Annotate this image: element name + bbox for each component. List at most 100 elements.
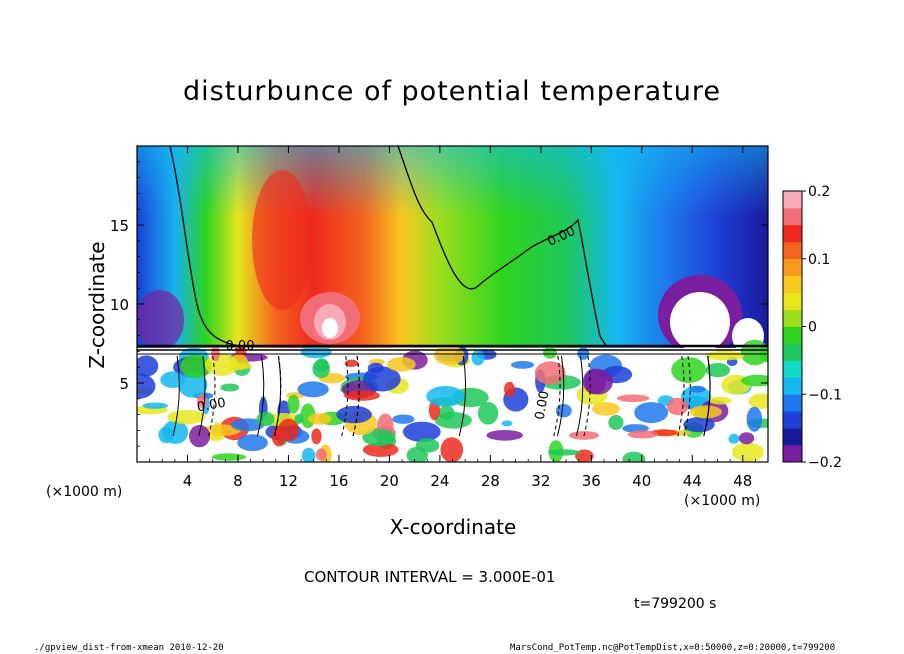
field-patch: [501, 420, 513, 427]
field-patch: [189, 424, 210, 448]
field-patch: [256, 411, 275, 427]
field-patch: [308, 413, 332, 425]
contour-line: [677, 355, 685, 437]
field-patch: [510, 361, 535, 369]
colorbar-tick-label: 0: [808, 320, 817, 336]
field-patch: [415, 438, 440, 453]
field-patch: [486, 430, 523, 441]
field-patch: [705, 363, 731, 378]
field-patch: [301, 447, 316, 462]
colorbar-swatch: [783, 428, 802, 446]
contour-line: [257, 355, 265, 437]
contour-label: 0.00: [196, 396, 227, 416]
x-tick-label: 48: [733, 472, 752, 490]
footer-left: ./gpview_dist-from-xmean 2010-12-20: [34, 643, 224, 653]
contour-label: 0.00: [533, 390, 553, 421]
field-patch: [311, 428, 322, 445]
x-tick-label: 12: [279, 472, 298, 490]
field-patch: [137, 373, 156, 399]
field-patch: [158, 426, 175, 444]
x-tick-label: 28: [481, 472, 500, 490]
contour-line: [172, 355, 180, 437]
field-patch: [741, 374, 768, 387]
field-patch: [434, 412, 472, 429]
field-patch: [748, 393, 768, 409]
field-patch: [344, 390, 380, 401]
colorbar-swatch: [783, 394, 802, 412]
x-axis-unit-left: (×1000 m): [46, 484, 123, 500]
field-patch: [666, 397, 689, 416]
field-patch: [680, 386, 712, 408]
x-tick-label: 8: [233, 472, 243, 490]
x-axis-unit-right: (×1000 m): [684, 493, 761, 509]
field-patch: [634, 402, 669, 424]
field-patch: [202, 424, 242, 437]
colorbar-swatch: [783, 377, 802, 395]
field-patch: [705, 350, 745, 361]
field-patch: [738, 432, 755, 445]
field-patch: [344, 359, 359, 367]
field-patch: [426, 386, 465, 407]
x-tick-label: 32: [531, 472, 550, 490]
field-patch: [336, 405, 372, 424]
x-tick-label: 36: [582, 472, 601, 490]
contour-line: [703, 355, 711, 437]
heatmap-field: [137, 146, 768, 462]
field-patch: [223, 363, 253, 370]
field-patch: [471, 349, 485, 366]
field-patch: [387, 357, 416, 372]
field-patch: [616, 394, 650, 403]
field-patch: [582, 368, 607, 395]
field-patch: [548, 449, 581, 456]
y-tick-label: 15: [110, 217, 129, 235]
field-patch: [555, 404, 572, 418]
x-axis-label: X-coordinate: [389, 515, 517, 539]
x-tick-label: 44: [683, 472, 702, 490]
field-patch: [362, 428, 396, 447]
field-patch: [534, 361, 566, 385]
field-patch: [671, 357, 707, 383]
field-patch: [740, 339, 768, 366]
contour-line: [683, 355, 691, 437]
chart-title: disturbunce of potential temperature: [183, 76, 721, 107]
contour-line: [273, 355, 282, 437]
field-patch: [294, 413, 304, 424]
field-patch: [440, 437, 464, 462]
time-label: t=799200 s: [634, 596, 717, 612]
field-patch: [477, 402, 499, 425]
x-tick-label: 4: [183, 472, 193, 490]
contour-line: [583, 355, 591, 437]
y-tick-label: 5: [119, 375, 129, 393]
y-tick-label: 10: [110, 296, 129, 314]
colorbar-tick-label: −0.2: [808, 455, 842, 471]
x-tick-label: 16: [329, 472, 348, 490]
field-patch: [392, 414, 415, 424]
field-patch: [746, 406, 763, 432]
field-patch: [608, 415, 624, 430]
field-patch: [543, 346, 557, 359]
colorbar-swatch: [783, 258, 802, 277]
colorbar: 0.2 0.1 0 −0.1 −0.2: [782, 184, 842, 471]
field-patch: [709, 396, 732, 405]
contour-line: [458, 355, 467, 437]
colorbar-swatch: [783, 411, 802, 429]
field-patch: [211, 453, 247, 461]
x-tick-label: 24: [430, 472, 449, 490]
contour-line: [557, 355, 565, 437]
colorbar-swatch: [783, 360, 802, 378]
colorbar-swatch: [783, 309, 802, 327]
field-patch: [230, 418, 265, 432]
field-patch: [220, 383, 240, 392]
contour-line: [352, 355, 360, 437]
colorbar-swatch: [783, 207, 802, 226]
contour-line: [198, 355, 206, 437]
x-tick-label: 20: [380, 472, 399, 490]
colorbar-swatch: [783, 326, 802, 344]
contour-line: [553, 355, 561, 437]
field-patch: [689, 405, 722, 419]
colorbar-swatch: [783, 292, 802, 310]
field-patch: [728, 433, 740, 444]
field-patch: [297, 381, 329, 398]
field-patch: [592, 402, 620, 416]
